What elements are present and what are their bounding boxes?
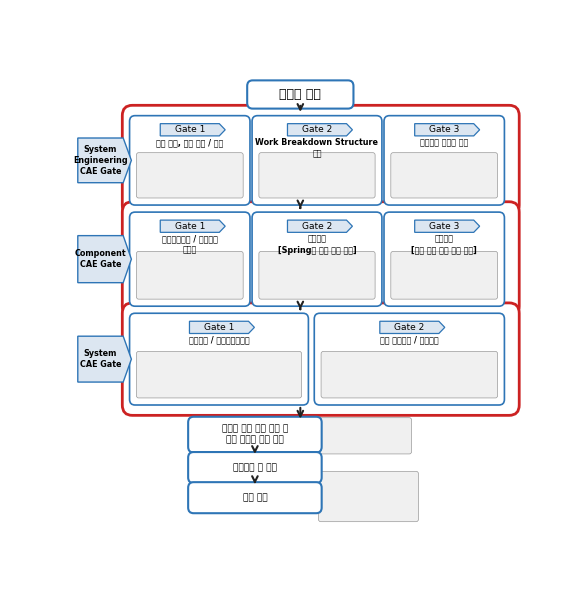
FancyBboxPatch shape — [130, 115, 250, 205]
Text: 구조해석
[Spring에 대한 응답 확인]: 구조해석 [Spring에 대한 응답 확인] — [278, 235, 356, 255]
FancyBboxPatch shape — [391, 153, 498, 198]
FancyBboxPatch shape — [259, 251, 375, 299]
Text: 시험 검증: 시험 검증 — [243, 493, 267, 502]
FancyBboxPatch shape — [137, 351, 302, 398]
Text: Gate 2: Gate 2 — [302, 222, 332, 231]
Polygon shape — [415, 123, 479, 136]
Polygon shape — [189, 321, 254, 334]
Text: 기능 분석, 부품 분석 / 할당: 기능 분석, 부품 분석 / 할당 — [156, 138, 223, 147]
Text: 전자기장해석 / 전자기장
최적화: 전자기장해석 / 전자기장 최적화 — [162, 235, 218, 255]
FancyBboxPatch shape — [188, 452, 322, 483]
FancyBboxPatch shape — [137, 153, 243, 198]
FancyBboxPatch shape — [259, 153, 375, 198]
Text: Gate 1: Gate 1 — [175, 125, 205, 134]
Polygon shape — [160, 220, 225, 232]
Text: 진동해석 / 주파수응답해석: 진동해석 / 주파수응답해석 — [189, 336, 249, 345]
FancyBboxPatch shape — [122, 105, 519, 216]
Text: 시험에 대한 규격 확인 및
시험 기준과 비교 분석: 시험에 대한 규격 확인 및 시험 기준과 비교 분석 — [222, 425, 288, 445]
Text: 상세설계 및 제작: 상세설계 및 제작 — [233, 463, 277, 472]
Polygon shape — [415, 220, 479, 232]
Polygon shape — [380, 321, 445, 334]
Text: 구조해석
[용접 점에 대한 응답 확인]: 구조해석 [용접 점에 대한 응답 확인] — [411, 235, 477, 255]
FancyBboxPatch shape — [384, 212, 505, 306]
Text: Gate 3: Gate 3 — [429, 222, 459, 231]
FancyBboxPatch shape — [252, 212, 382, 306]
Text: Gate 2: Gate 2 — [302, 125, 332, 134]
Polygon shape — [288, 123, 352, 136]
FancyBboxPatch shape — [122, 303, 519, 415]
FancyBboxPatch shape — [122, 202, 519, 316]
FancyBboxPatch shape — [384, 115, 505, 205]
Text: Gate 2: Gate 2 — [394, 323, 424, 332]
Polygon shape — [78, 138, 131, 183]
Text: Gate 3: Gate 3 — [429, 125, 459, 134]
FancyBboxPatch shape — [188, 482, 322, 513]
FancyBboxPatch shape — [130, 212, 250, 306]
FancyBboxPatch shape — [314, 313, 505, 405]
Text: System
Engineering
CAE Gate: System Engineering CAE Gate — [73, 145, 128, 176]
Text: Gate 1: Gate 1 — [204, 323, 234, 332]
FancyBboxPatch shape — [319, 418, 411, 454]
Text: 시스템 구성: 시스템 구성 — [280, 88, 321, 101]
FancyBboxPatch shape — [247, 81, 353, 109]
Polygon shape — [288, 220, 352, 232]
Text: Component
CAE Gate: Component CAE Gate — [74, 249, 127, 269]
Polygon shape — [160, 123, 225, 136]
Polygon shape — [78, 236, 131, 283]
Text: 구조적인 문제점 해결: 구조적인 문제점 해결 — [420, 138, 468, 147]
Text: Work Breakdown Structure
구성: Work Breakdown Structure 구성 — [255, 138, 379, 158]
FancyBboxPatch shape — [137, 251, 243, 299]
FancyBboxPatch shape — [319, 471, 418, 522]
Text: System
CAE Gate: System CAE Gate — [80, 349, 121, 369]
Text: 진동 내구해석 / 수명예측: 진동 내구해석 / 수명예측 — [380, 336, 439, 345]
FancyBboxPatch shape — [130, 313, 308, 405]
FancyBboxPatch shape — [321, 351, 498, 398]
FancyBboxPatch shape — [188, 417, 322, 453]
FancyBboxPatch shape — [391, 251, 498, 299]
FancyBboxPatch shape — [252, 115, 382, 205]
Text: Gate 1: Gate 1 — [175, 222, 205, 231]
Polygon shape — [78, 336, 131, 382]
